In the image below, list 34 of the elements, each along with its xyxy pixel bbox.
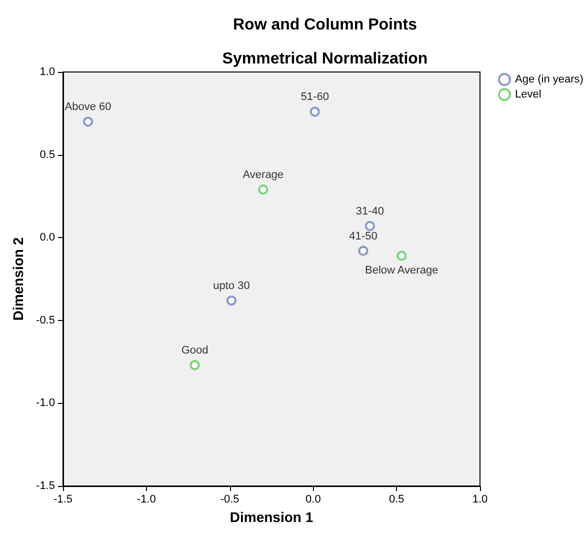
x-tick-label: 0.0 xyxy=(306,494,321,506)
point xyxy=(83,116,94,127)
x-tick-label: -0.5 xyxy=(220,494,240,506)
point xyxy=(310,106,320,117)
chart-title: Row and Column Points xyxy=(233,16,418,34)
data-label: Average xyxy=(242,169,284,182)
data-label: 41-50 xyxy=(349,230,378,242)
data-label: 51-60 xyxy=(300,91,329,104)
y-tick-label: -1.0 xyxy=(36,397,55,410)
data-label: Above 60 xyxy=(64,101,112,114)
x-tick-label: -1.0 xyxy=(136,494,156,506)
y-tick-label: 0.5 xyxy=(40,148,55,161)
data-label: 31-40 xyxy=(356,206,384,218)
x-tick-label: -1.5 xyxy=(54,494,72,506)
data-label: upto 30 xyxy=(213,280,250,292)
y-tick-label: -1.5 xyxy=(36,480,55,492)
y-tick-label: 1.0 xyxy=(40,66,55,78)
point xyxy=(364,221,375,232)
y-axis-title: Dimension 2 xyxy=(10,237,26,321)
y-tick-label: 0.0 xyxy=(40,232,55,244)
legend-label: Level xyxy=(515,88,542,100)
y-tick-label: -0.5 xyxy=(36,314,55,326)
x-tick-label: 0.5 xyxy=(388,494,404,506)
x-axis-title: Dimension 1 xyxy=(230,508,314,525)
x-tick-label: 1.0 xyxy=(472,494,488,506)
data-label: Below Average xyxy=(365,264,438,276)
point xyxy=(358,246,368,256)
data-label: Good xyxy=(181,344,208,357)
point xyxy=(190,360,200,370)
point xyxy=(258,184,268,195)
point xyxy=(396,250,407,261)
legend-label: Age (in years) xyxy=(515,74,584,86)
point xyxy=(226,296,236,306)
chart-subtitle: Symmetrical Normalization xyxy=(222,50,428,68)
